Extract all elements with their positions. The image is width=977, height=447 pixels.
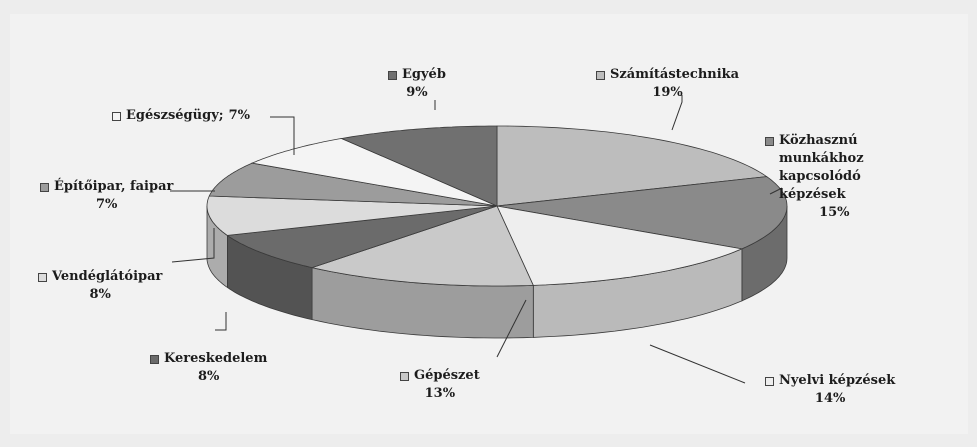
slice-name: Vendéglátóipar — [52, 269, 163, 284]
leader-line-4 — [496, 299, 527, 358]
legend-swatch-icon — [765, 136, 774, 146]
slice-percent: 8% — [89, 287, 111, 302]
leader-line-6 — [171, 228, 215, 263]
legend-swatch-icon — [150, 354, 159, 364]
pie-slice-6 — [206, 195, 498, 236]
leader-line-2 — [769, 187, 783, 195]
slice-percent: 7% — [228, 108, 250, 123]
slice-percent: 14% — [814, 391, 846, 406]
slice-name-line: munkákhoz — [779, 151, 864, 166]
pie-slice-2 — [496, 176, 788, 250]
pie-top — [206, 125, 788, 287]
pie-slice-8 — [250, 138, 498, 207]
slice-name: Számítástechnika — [610, 67, 740, 82]
slice-name: Kereskedelem — [164, 351, 268, 366]
leader-line-5 — [215, 312, 227, 331]
pie-slice-9 — [340, 125, 498, 207]
pie-side-walls — [206, 205, 788, 339]
legend-swatch-icon — [765, 376, 774, 386]
slice-label-1: Számítástechnika 19% — [596, 66, 739, 102]
slice-label-2: Közhasznú munkákhoz kapcsolódó képzések 15% — [765, 132, 864, 222]
slice-label-6: Vendéglátóipar 8% — [38, 268, 162, 304]
slice-percent: 15% — [819, 205, 850, 220]
slice-label-5: Kereskedelem 8% — [150, 350, 267, 386]
legend-swatch-icon — [400, 371, 409, 381]
slice-name: Gépészet — [414, 368, 480, 383]
slice-percent: 13% — [424, 386, 456, 401]
leader-line-1 — [671, 95, 683, 131]
slice-percent: 8% — [197, 369, 220, 384]
legend-swatch-icon — [40, 182, 49, 192]
slice-name: Egészségügy — [126, 108, 219, 123]
slice-name-line: képzések — [779, 187, 846, 202]
slice-name: Közhasznú — [779, 133, 858, 148]
legend-swatch-icon — [112, 111, 121, 121]
slice-label-8: Egészségügy; 7% — [112, 107, 250, 125]
slice-percent: 9% — [406, 85, 428, 100]
pie-slice-5 — [226, 205, 498, 269]
slice-percent: 19% — [652, 85, 683, 100]
legend-swatch-icon — [38, 272, 47, 282]
leader-line-8 — [270, 116, 295, 155]
slice-name: Építőipar, faipar — [54, 179, 174, 194]
slice-label-3: Nyelvi képzések 14% — [765, 372, 895, 408]
pie-slice-1 — [496, 125, 768, 207]
legend-swatch-icon — [388, 70, 397, 80]
pie-slice-3 — [496, 205, 744, 286]
pie-slice-4 — [310, 205, 534, 287]
legend-swatch-icon — [596, 70, 605, 80]
slice-label-4: Gépészet 13% — [400, 367, 480, 403]
slice-name: Egyéb — [402, 67, 446, 82]
slice-name-line: kapcsolódó — [779, 169, 861, 184]
slice-percent: 7% — [95, 197, 118, 212]
slice-name: Nyelvi képzések — [779, 373, 896, 388]
leader-line-3 — [649, 344, 746, 384]
slice-label-7: Építőipar, faipar 7% — [40, 178, 173, 214]
slice-label-9: Egyéb 9% — [388, 66, 446, 102]
